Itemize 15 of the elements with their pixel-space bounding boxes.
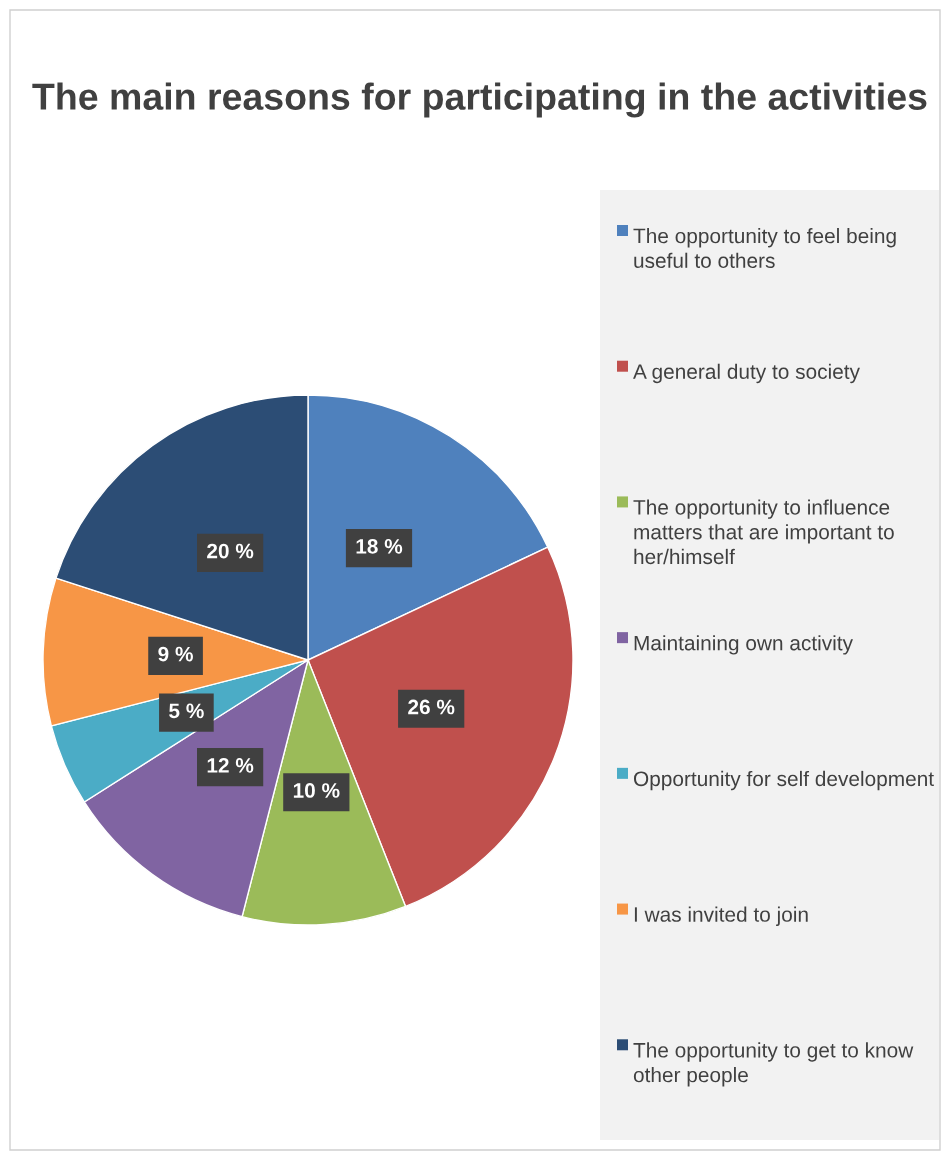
data-label: 26 %: [408, 699, 455, 715]
data-label: 12 %: [207, 758, 254, 773]
legend-label: The opportunity to get to know other people: [633, 1042, 914, 1087]
data-label: 18 %: [356, 538, 403, 554]
legend-label: Maintaining own activity: [634, 635, 853, 655]
chart-title: The main reasons for participating in the activities: [32, 82, 927, 118]
data-label: 5 %: [169, 703, 204, 719]
data-label: 9 %: [158, 646, 193, 662]
legend-label: A general duty to society: [633, 363, 860, 384]
legend-label: I was invited to join: [634, 906, 808, 926]
legend-label: The opportunity to feel being useful to others: [633, 228, 896, 269]
legend-label: The opportunity to influence matters that are important to her/himself: [633, 499, 894, 565]
data-label: 10 %: [293, 783, 340, 798]
legend-label: Opportunity for self development: [633, 770, 934, 791]
data-label: 20 %: [207, 543, 254, 559]
